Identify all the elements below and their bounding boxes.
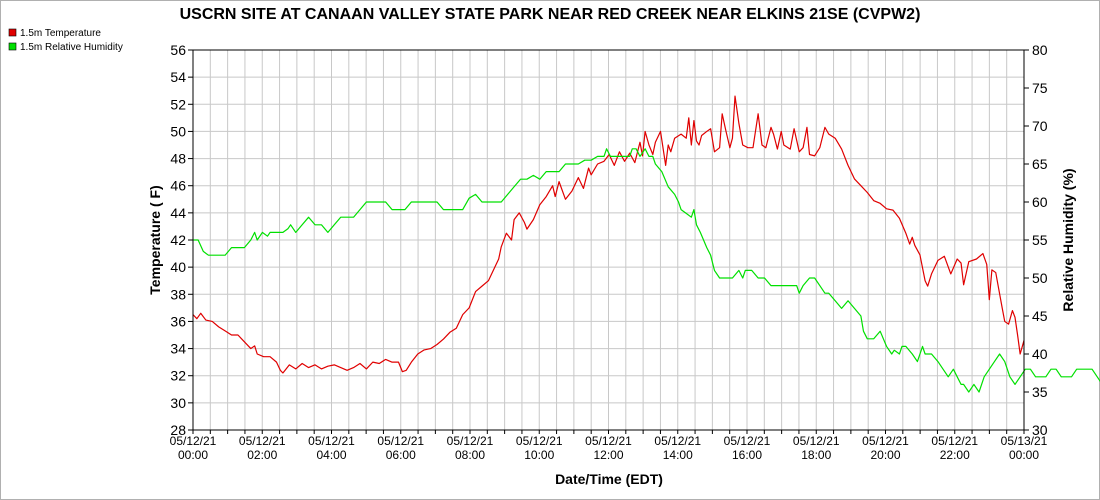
y-axis-right-label: Relative Humidity (%) [1060,168,1076,311]
x-tick-label-time: 00:00 [178,448,208,462]
y-right-tick-label: 60 [1032,194,1048,210]
x-tick-label-date: 05/12/21 [447,434,494,448]
y-left-tick-label: 52 [170,96,186,112]
y-left-tick-label: 46 [170,178,186,194]
x-tick-label-date: 05/12/21 [170,434,217,448]
x-tick-label-date: 05/12/21 [654,434,701,448]
legend-label-humidity: 1.5m Relative Humidity [20,42,123,53]
y-left-tick-label: 28 [170,422,186,438]
x-tick-label-date: 05/13/21 [1001,434,1048,448]
x-tick-label-time: 12:00 [593,448,623,462]
x-axis: 05/12/2100:0005/12/2102:0005/12/2104:000… [170,430,1048,462]
series-line-humidity [193,148,1100,393]
grid [192,49,1025,431]
y-right-tick-label: 75 [1032,80,1048,96]
legend: 1.5m Temperature 1.5m Relative Humidity [8,28,123,53]
x-tick-label-date: 05/12/21 [308,434,355,448]
y-left-tick-label: 40 [170,259,186,275]
x-tick-label-date: 05/12/21 [516,434,563,448]
y-right-tick-label: 30 [1032,422,1048,438]
y-left-tick-label: 56 [170,42,186,58]
legend-label-temperature: 1.5m Temperature [20,28,101,39]
legend-swatch-temperature [8,28,17,37]
y-left-tick-label: 38 [170,286,186,302]
y-right-tick-label: 80 [1032,42,1048,58]
y-right-tick-label: 55 [1032,232,1048,248]
x-tick-label-time: 10:00 [524,448,554,462]
y-right-tick-label: 40 [1032,346,1048,362]
y-right-tick-label: 65 [1032,156,1048,172]
x-tick-label-date: 05/12/21 [239,434,286,448]
y-left-tick-label: 36 [170,313,186,329]
y-left-tick-label: 30 [170,395,186,411]
x-tick-label-date: 05/12/21 [793,434,840,448]
chart-title: USCRN SITE AT CANAAN VALLEY STATE PARK N… [180,6,921,23]
x-tick-label-time: 06:00 [386,448,416,462]
y-right-tick-label: 35 [1032,384,1048,400]
y-right-tick-label: 45 [1032,308,1048,324]
x-tick-label-time: 02:00 [247,448,277,462]
y-left-tick-label: 34 [170,341,186,357]
x-tick-label-date: 05/12/21 [931,434,978,448]
x-tick-label-date: 05/12/21 [377,434,424,448]
legend-swatch-humidity [8,42,17,51]
y-left-tick-label: 48 [170,151,186,167]
y-left-tick-label: 32 [170,368,186,384]
x-tick-label-time: 00:00 [1009,448,1039,462]
x-tick-label-time: 14:00 [663,448,693,462]
y-left-tick-label: 54 [170,69,186,85]
x-tick-label-date: 05/12/21 [724,434,771,448]
y-axis-left: 28 30 32 34 36 38 40 42 44 46 48 50 52 54 56 [170,42,193,438]
x-tick-label-date: 05/12/21 [862,434,909,448]
y-left-tick-label: 50 [170,123,186,139]
y-axis-right: 30 35 40 45 50 55 60 65 70 75 80 [1024,42,1048,438]
series-layer [192,95,1100,393]
y-left-tick-label: 44 [170,205,186,221]
x-tick-label-time: 22:00 [940,448,970,462]
x-tick-label-time: 20:00 [870,448,900,462]
x-tick-label-date: 05/12/21 [585,434,632,448]
y-right-tick-label: 70 [1032,118,1048,134]
x-tick-label-time: 04:00 [316,448,346,462]
series-line-temperature [192,95,1025,374]
x-tick-label-time: 08:00 [455,448,485,462]
x-tick-label-time: 18:00 [801,448,831,462]
y-right-tick-label: 50 [1032,270,1048,286]
y-axis-left-label: Temperature ( F) [147,185,163,294]
x-axis-label: Date/Time (EDT) [555,471,663,487]
plot-area-border [192,49,1025,431]
y-left-tick-label: 42 [170,232,186,248]
x-tick-label-time: 16:00 [732,448,762,462]
